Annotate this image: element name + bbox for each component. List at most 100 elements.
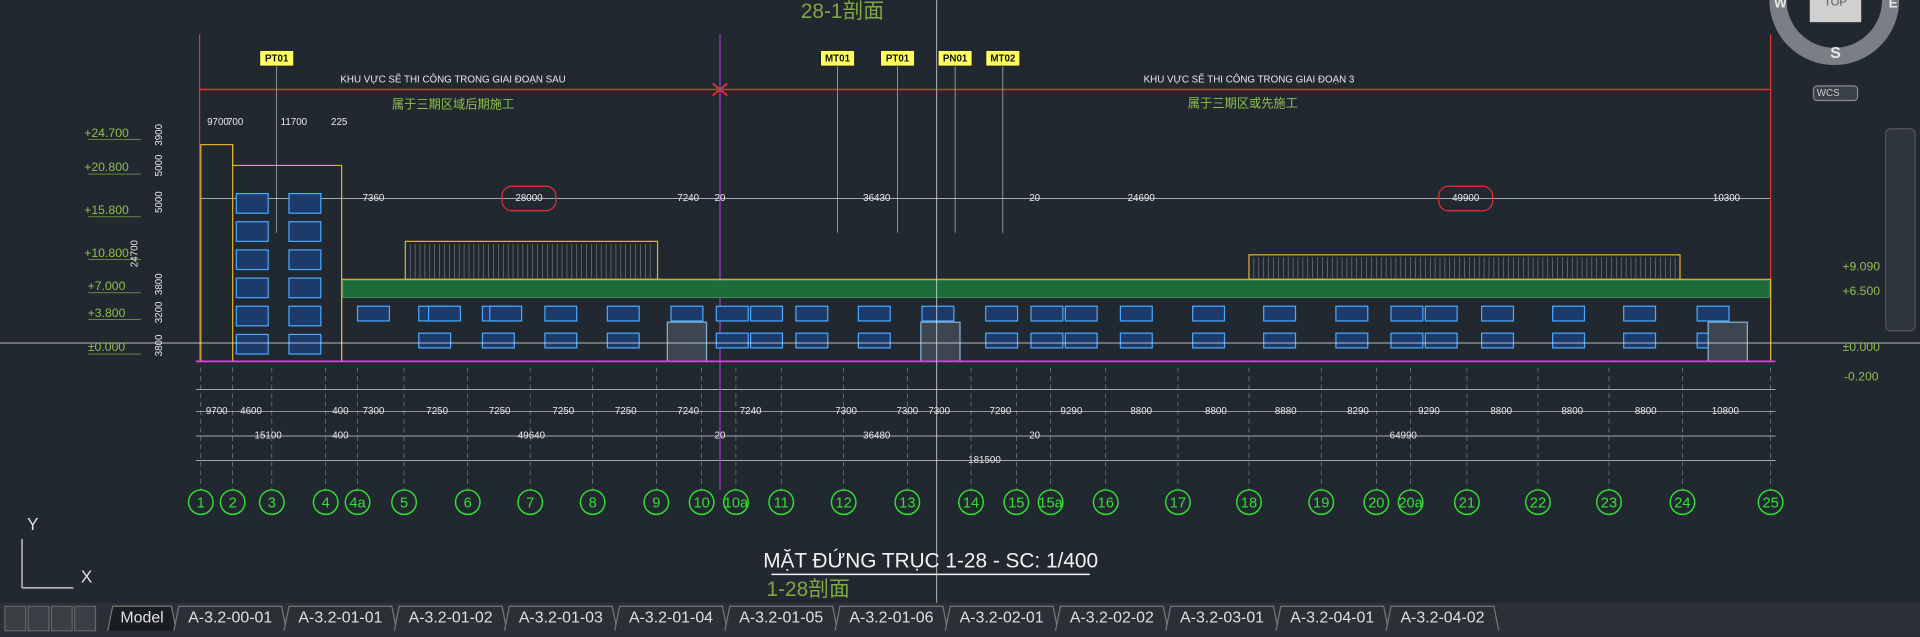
window: [1335, 305, 1369, 322]
window: [1119, 305, 1153, 322]
window: [670, 305, 704, 322]
grid-axis: 14: [963, 495, 979, 511]
window: [715, 305, 749, 322]
dimension: 15100: [255, 431, 283, 442]
tag: MT01: [825, 54, 851, 65]
nav-bar[interactable]: [1885, 128, 1916, 332]
grid-axis: 10: [693, 495, 709, 511]
grid-axis: 6: [464, 495, 472, 511]
grid-bubble: [830, 489, 857, 516]
dimension: 36480: [863, 431, 891, 442]
window: [288, 249, 322, 271]
door: [666, 321, 708, 362]
dimension: 7360: [363, 193, 385, 204]
window: [921, 305, 955, 322]
tab-label: A-3.2-04-01: [1290, 610, 1374, 627]
tab[interactable]: [834, 605, 949, 631]
window: [1424, 305, 1458, 322]
tab[interactable]: [173, 605, 288, 631]
dimension: 8800: [1130, 406, 1152, 417]
tab[interactable]: [283, 605, 398, 631]
compass-e: E: [1889, 0, 1898, 10]
window: [235, 192, 269, 214]
dimension: 64990: [1390, 431, 1418, 442]
dimension: 9290: [1061, 406, 1083, 417]
tab[interactable]: [503, 605, 618, 631]
grid-axis: 21: [1459, 495, 1475, 511]
dimension: 7240: [677, 406, 699, 417]
tab-nav[interactable]: [27, 605, 50, 632]
zone-label: KHU VỰC SẼ THI CÔNG TRONG GIAI ĐOẠN 3: [1144, 74, 1355, 85]
window: [1030, 332, 1064, 349]
dimension: 20: [715, 431, 726, 442]
tab[interactable]: [1165, 605, 1279, 631]
window: [985, 305, 1019, 322]
window: [235, 333, 269, 355]
dimension: 7250: [615, 406, 637, 417]
tab[interactable]: [107, 605, 177, 631]
elevation: +3.800: [88, 306, 126, 320]
grid-bubble: [391, 489, 418, 516]
window: [857, 305, 891, 322]
window: [235, 249, 269, 271]
tab-label: Model: [120, 610, 163, 627]
elevation: +10.800: [84, 246, 129, 260]
window: [606, 332, 640, 349]
tag: PT01: [886, 54, 910, 65]
zone-note: 属于三期区域后期施工: [392, 98, 514, 112]
grid-axis: 23: [1601, 495, 1617, 511]
tab[interactable]: [614, 605, 728, 631]
grid-axis: 12: [836, 495, 852, 511]
grid-bubble: [722, 489, 749, 516]
grid-bubble: [219, 489, 246, 516]
tab-nav[interactable]: [74, 605, 97, 632]
drawing-title: MẶT ĐỨNG TRỤC 1-28 - SC: 1/400: [763, 550, 1098, 573]
ucs-icon: [21, 538, 74, 589]
wcs-button[interactable]: [1812, 85, 1859, 102]
grid-bubble: [517, 489, 544, 516]
elevation: +24.700: [84, 126, 129, 140]
window: [1192, 332, 1226, 349]
compass-s: S: [1830, 45, 1841, 62]
dimension: 7250: [552, 406, 574, 417]
dimension: 7240: [740, 406, 762, 417]
window: [235, 277, 269, 299]
grid-bubble: [1669, 489, 1696, 516]
window: [1335, 332, 1369, 349]
tag: PT01: [265, 54, 289, 65]
tab-label: A-3.2-01-06: [849, 610, 933, 627]
dimension: 7300: [896, 406, 918, 417]
tab[interactable]: [393, 605, 508, 631]
zone-note: 属于三期区或先施工: [1188, 96, 1298, 110]
tab[interactable]: [1054, 605, 1169, 631]
tab[interactable]: [724, 605, 839, 631]
window: [544, 332, 578, 349]
tab-nav[interactable]: [4, 605, 27, 632]
tab-label: A-3.2-02-02: [1070, 610, 1154, 627]
window: [418, 332, 452, 349]
grid-bubble: [1308, 489, 1335, 516]
grid-bubble: [1092, 489, 1119, 516]
tab-nav[interactable]: [50, 605, 73, 632]
dimension: 7240: [677, 193, 699, 204]
tab-label: A-3.2-00-01: [188, 610, 272, 627]
dimension: 49900: [1452, 193, 1480, 204]
window: [288, 305, 322, 327]
window: [1424, 332, 1458, 349]
elevation: +20.800: [84, 160, 129, 174]
dimension: 24700: [129, 239, 140, 267]
dimension: 11700: [281, 117, 308, 128]
tab[interactable]: [1275, 605, 1390, 631]
door: [1707, 321, 1748, 362]
elevation: +9.090: [1842, 259, 1880, 273]
window: [1623, 332, 1657, 349]
tab[interactable]: [944, 605, 1059, 631]
viewcube-label: TOP: [1824, 0, 1846, 8]
dimension: 10800: [1712, 406, 1740, 417]
tab[interactable]: [1385, 605, 1500, 631]
ucs-x: X: [81, 567, 93, 587]
grid-bubble: [958, 489, 984, 516]
grid-bubble: [1757, 489, 1784, 516]
